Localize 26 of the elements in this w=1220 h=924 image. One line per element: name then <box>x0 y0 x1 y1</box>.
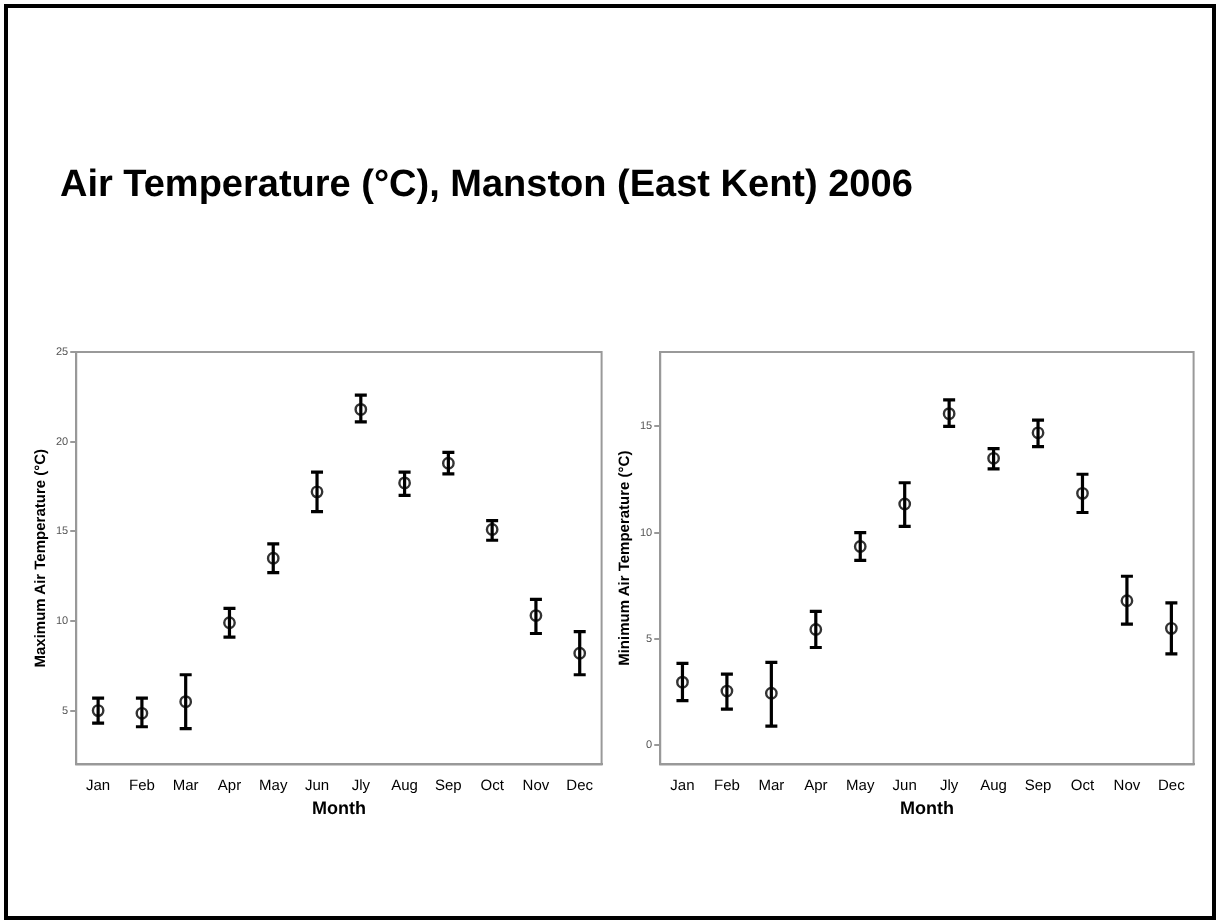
point <box>223 616 236 630</box>
point <box>135 706 149 720</box>
point <box>266 551 280 565</box>
point <box>441 456 455 470</box>
point <box>942 407 956 421</box>
point <box>529 609 543 622</box>
point <box>1031 426 1045 440</box>
point <box>720 684 734 698</box>
point <box>354 402 368 416</box>
point <box>398 476 411 490</box>
point <box>898 497 912 511</box>
point <box>310 485 324 499</box>
point <box>809 623 823 636</box>
point <box>987 451 1000 465</box>
point <box>179 695 193 709</box>
point <box>1076 486 1089 500</box>
point <box>1164 621 1178 635</box>
point <box>764 686 778 700</box>
chart-title: Air Temperature (°C), Manston (East Kent) 2006 <box>60 164 913 208</box>
x-axis-title: Month <box>311 798 366 819</box>
point <box>91 704 105 718</box>
point <box>1120 594 1134 608</box>
point <box>676 675 689 689</box>
point <box>573 646 587 660</box>
point <box>853 540 867 553</box>
x-axis-title: Month <box>899 798 954 819</box>
